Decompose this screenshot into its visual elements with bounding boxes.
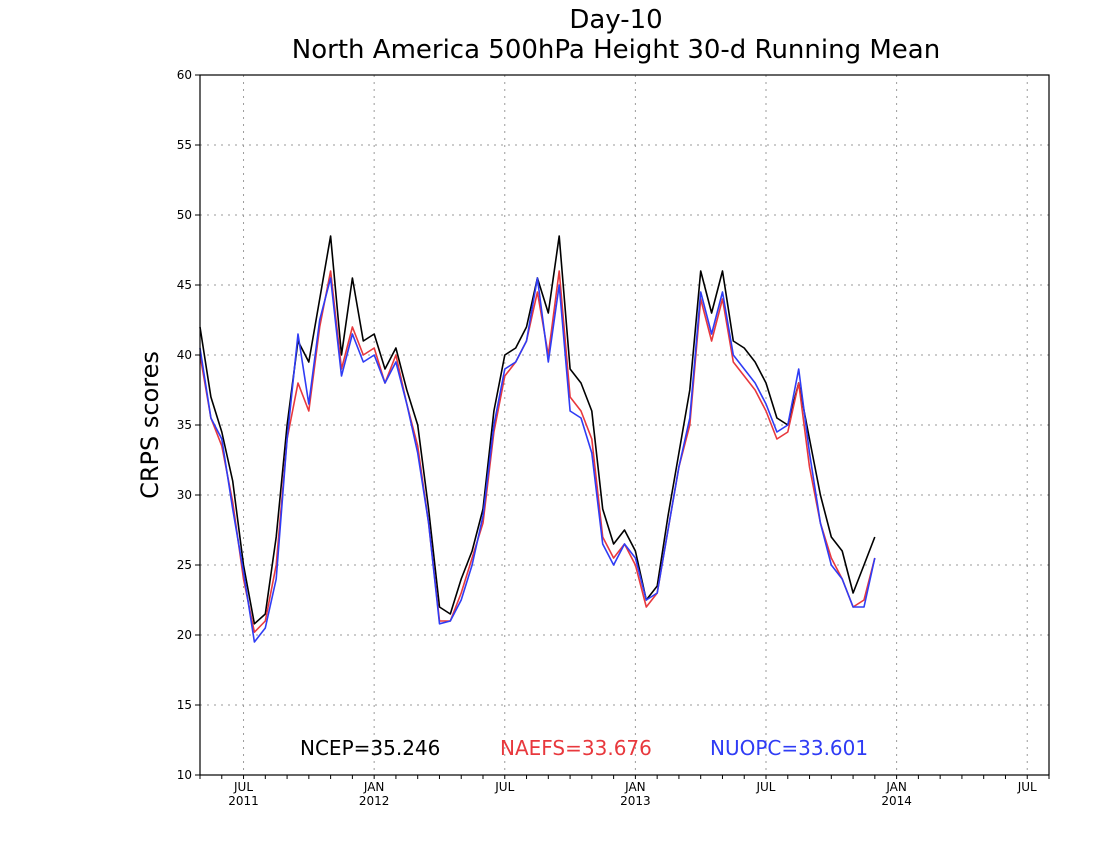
- y-tick-label: 25: [177, 558, 192, 572]
- x-tick-label-month: JUL: [233, 780, 253, 794]
- x-tick-label-month: JUL: [1017, 780, 1037, 794]
- y-tick-label: 20: [177, 628, 192, 642]
- nuopc-score-label: NUOPC=33.601: [710, 736, 868, 760]
- y-axis-label: CRPS scores: [136, 351, 164, 499]
- x-tick-label-month: JAN: [885, 780, 907, 794]
- grid: [200, 75, 1049, 775]
- chart-subtitle: North America 500hPa Height 30-d Running…: [292, 35, 940, 65]
- chart-title: Day-10: [569, 5, 662, 35]
- series-lines: [199, 235, 876, 643]
- y-tick-label: 60: [177, 68, 192, 82]
- x-tick-label-month: JUL: [494, 780, 514, 794]
- x-tick-label-year: 2014: [881, 794, 912, 808]
- x-tick-label-month: JAN: [624, 780, 646, 794]
- y-tick-label: 15: [177, 698, 192, 712]
- series-line-nuopc: [199, 277, 876, 643]
- y-tick-label: 50: [177, 208, 192, 222]
- x-tick-label-year: 2012: [359, 794, 390, 808]
- y-tick-label: 10: [177, 768, 192, 782]
- y-tick-label: 55: [177, 138, 192, 152]
- y-tick-label: 30: [177, 488, 192, 502]
- series-line-naefs: [199, 270, 876, 634]
- x-tick-label-month: JUL: [755, 780, 775, 794]
- ncep-score-label: NCEP=35.246: [300, 736, 440, 760]
- x-tick-label-year: 2013: [620, 794, 651, 808]
- score-annotations: NCEP=35.246 NAEFS=33.676 NUOPC=33.601: [300, 736, 868, 760]
- y-tick-label: 45: [177, 278, 192, 292]
- x-tick-label-year: 2011: [228, 794, 259, 808]
- plot-frame: [199, 74, 1050, 776]
- y-tick-label: 40: [177, 348, 192, 362]
- naefs-score-label: NAEFS=33.676: [500, 736, 652, 760]
- x-tick-label-month: JAN: [363, 780, 385, 794]
- y-tick-label: 35: [177, 418, 192, 432]
